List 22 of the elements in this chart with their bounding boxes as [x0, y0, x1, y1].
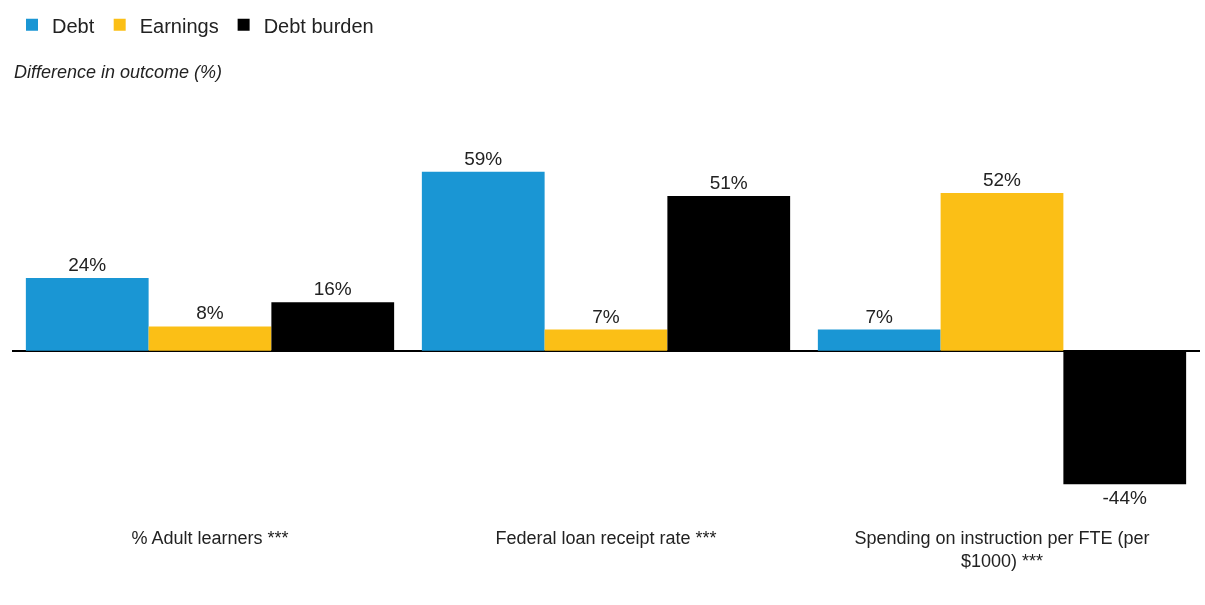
bar — [148, 326, 272, 351]
data-label: 59% — [464, 147, 503, 169]
legend-label: Earnings — [139, 14, 219, 37]
bar — [940, 192, 1064, 351]
x-tick-label: Spending on instruction per FTE (per $1000) *** — [854, 528, 1150, 572]
data-label: 51% — [709, 171, 748, 193]
data-label: 16% — [313, 278, 352, 300]
legend-label: Debt — [52, 14, 95, 37]
y-axis-title: Difference in outcome (%) — [14, 62, 223, 82]
data-label: 7% — [592, 305, 620, 327]
bar — [817, 329, 941, 351]
data-label: 24% — [68, 253, 107, 275]
data-label: 8% — [196, 302, 224, 324]
bar — [421, 171, 545, 351]
legend-label: Debt burden — [263, 14, 374, 37]
bar — [544, 329, 668, 351]
data-label: 7% — [865, 305, 894, 327]
data-label: 52% — [982, 168, 1022, 190]
data-label: -44% — [1102, 487, 1147, 509]
bar — [25, 277, 149, 351]
x-tick-label: % Adult learners *** — [131, 528, 289, 548]
x-tick-label: Federal loan receipt rate *** — [495, 528, 717, 548]
